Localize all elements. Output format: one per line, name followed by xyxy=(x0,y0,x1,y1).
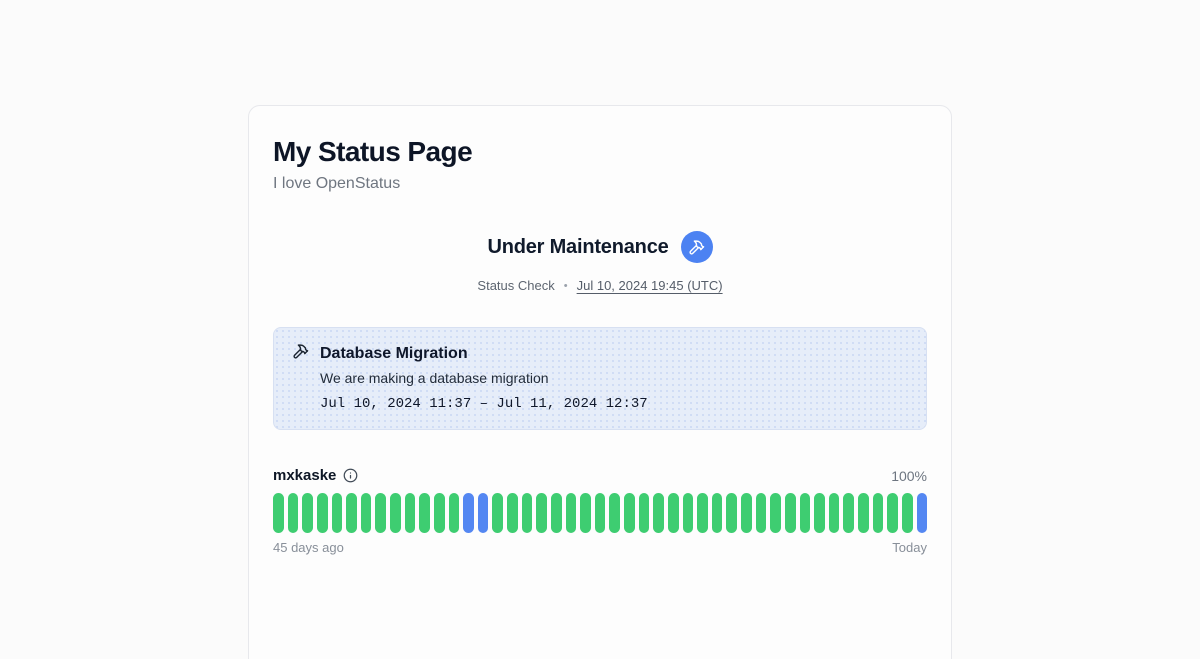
uptime-bar-operational[interactable] xyxy=(858,493,869,534)
maintenance-header: Database Migration xyxy=(292,343,910,365)
uptime-bar-operational[interactable] xyxy=(872,493,884,534)
status-row: Under Maintenance xyxy=(273,231,927,264)
uptime-bar-operational[interactable] xyxy=(697,493,708,534)
status-label: Under Maintenance xyxy=(487,235,669,258)
uptime-bar-operational[interactable] xyxy=(580,493,591,534)
uptime-bar-operational[interactable] xyxy=(448,493,460,534)
uptime-bar-operational[interactable] xyxy=(521,493,533,534)
uptime-bar-maintenance[interactable] xyxy=(477,493,489,534)
hammer-icon xyxy=(292,343,309,365)
uptime-bar-operational[interactable] xyxy=(770,493,781,534)
uptime-bar-maintenance[interactable] xyxy=(463,493,474,534)
uptime-bar-operational[interactable] xyxy=(550,493,562,534)
status-page-card: My Status Page I love OpenStatus Under M… xyxy=(248,105,952,659)
uptime-bar-operational[interactable] xyxy=(536,493,547,534)
uptime-bar-operational[interactable] xyxy=(638,493,650,534)
uptime-bar-operational[interactable] xyxy=(741,493,752,534)
uptime-bar-operational[interactable] xyxy=(507,493,518,534)
uptime-bar-operational[interactable] xyxy=(360,493,372,534)
uptime-bar-operational[interactable] xyxy=(346,493,357,534)
uptime-bar-operational[interactable] xyxy=(653,493,664,534)
uptime-bar-operational[interactable] xyxy=(755,493,767,534)
uptime-bar-operational[interactable] xyxy=(302,493,313,534)
uptime-bar-operational[interactable] xyxy=(624,493,635,534)
uptime-tracker xyxy=(273,493,928,534)
uptime-percentage: 100% xyxy=(891,467,927,484)
uptime-bar-operational[interactable] xyxy=(609,493,620,534)
uptime-bar-operational[interactable] xyxy=(375,493,386,534)
status-header: Under Maintenance Status Check • Jul 10,… xyxy=(273,231,927,293)
uptime-bar-operational[interactable] xyxy=(492,493,503,534)
maintenance-notice: Database Migration We are making a datab… xyxy=(273,327,927,431)
uptime-bar-operational[interactable] xyxy=(711,493,723,534)
maintenance-description: We are making a database migration xyxy=(320,370,549,387)
monitor-name-wrap: mxkaske xyxy=(273,467,358,484)
maintenance-time-window: Jul 10, 2024 11:37 – Jul 11, 2024 12:37 xyxy=(320,396,648,413)
uptime-bar-operational[interactable] xyxy=(433,493,445,534)
range-end-label: Today xyxy=(892,540,927,556)
uptime-bar-operational[interactable] xyxy=(287,493,299,534)
tracker-footer: 45 days ago Today xyxy=(273,540,927,555)
uptime-bar-operational[interactable] xyxy=(843,493,854,534)
monitor-section: mxkaske 100% 45 days ago Today xyxy=(273,467,928,555)
uptime-bar-operational[interactable] xyxy=(331,493,343,534)
uptime-bar-operational[interactable] xyxy=(667,493,679,534)
uptime-bar-operational[interactable] xyxy=(784,493,796,534)
maintenance-title: Database Migration xyxy=(320,345,468,363)
uptime-bar-operational[interactable] xyxy=(565,493,577,534)
dot-separator: • xyxy=(563,279,568,292)
page-description: I love OpenStatus xyxy=(273,175,401,193)
uptime-bar-operational[interactable] xyxy=(419,493,430,534)
status-check-label: Status Check xyxy=(477,278,555,294)
uptime-bar-operational[interactable] xyxy=(901,493,913,534)
uptime-bar-operational[interactable] xyxy=(390,493,401,534)
uptime-bar-operational[interactable] xyxy=(828,493,840,534)
page-title: My Status Page xyxy=(273,136,473,167)
uptime-bar-operational[interactable] xyxy=(799,493,811,534)
uptime-bar-maintenance[interactable] xyxy=(916,493,928,534)
monitor-name: mxkaske xyxy=(273,467,337,485)
uptime-bar-operational[interactable] xyxy=(316,493,328,534)
uptime-bar-operational[interactable] xyxy=(594,493,606,534)
monitor-header: mxkaske 100% xyxy=(273,467,927,484)
info-icon[interactable] xyxy=(343,468,358,483)
status-timestamp-link[interactable]: Jul 10, 2024 19:45 (UTC) xyxy=(576,278,723,294)
range-start-label: 45 days ago xyxy=(273,540,344,556)
uptime-bar-operational[interactable] xyxy=(273,493,284,534)
uptime-bar-operational[interactable] xyxy=(682,493,694,534)
uptime-bar-operational[interactable] xyxy=(404,493,416,534)
uptime-bar-operational[interactable] xyxy=(726,493,737,534)
hammer-icon xyxy=(680,231,713,264)
uptime-bar-operational[interactable] xyxy=(814,493,825,534)
status-check-row: Status Check • Jul 10, 2024 19:45 (UTC) xyxy=(273,278,927,293)
uptime-bar-operational[interactable] xyxy=(887,493,898,534)
